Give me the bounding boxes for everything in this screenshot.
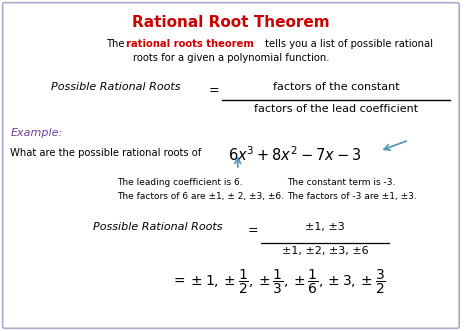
Text: factors of the constant: factors of the constant xyxy=(273,82,399,92)
Text: $= \pm1, \pm\dfrac{1}{2}, \pm\dfrac{1}{3}, \pm\dfrac{1}{6}, \pm3, \pm\dfrac{3}{2: $= \pm1, \pm\dfrac{1}{2}, \pm\dfrac{1}{3… xyxy=(171,267,386,296)
Text: rational roots theorem: rational roots theorem xyxy=(126,38,254,49)
Text: ±1, ±3: ±1, ±3 xyxy=(305,222,345,232)
Text: The factors of -3 are ±1, ±3.: The factors of -3 are ±1, ±3. xyxy=(287,192,417,201)
Text: What are the possible rational roots of: What are the possible rational roots of xyxy=(10,148,205,158)
Text: Possible Rational Roots: Possible Rational Roots xyxy=(51,82,181,92)
Text: =: = xyxy=(209,84,219,97)
Text: The constant term is -3.: The constant term is -3. xyxy=(287,178,396,187)
Text: =: = xyxy=(247,224,258,237)
Text: $6x^3+8x^2-7x-3$: $6x^3+8x^2-7x-3$ xyxy=(228,145,361,164)
Text: ±1, ±2, ±3, ±6: ±1, ±2, ±3, ±6 xyxy=(282,246,368,256)
Text: The factors of 6 are ±1, ± 2, ±3, ±6.: The factors of 6 are ±1, ± 2, ±3, ±6. xyxy=(117,192,284,201)
Text: roots for a given a polynomial function.: roots for a given a polynomial function. xyxy=(133,54,329,64)
Text: Example:: Example: xyxy=(10,128,63,138)
Text: The leading coefficient is 6.: The leading coefficient is 6. xyxy=(117,178,243,187)
Text: tells you a list of possible rational: tells you a list of possible rational xyxy=(262,38,433,49)
Text: Possible Rational Roots: Possible Rational Roots xyxy=(93,222,222,232)
Text: Rational Root Theorem: Rational Root Theorem xyxy=(132,15,330,30)
FancyBboxPatch shape xyxy=(3,3,459,328)
Text: The: The xyxy=(106,38,127,49)
Text: factors of the lead coefficient: factors of the lead coefficient xyxy=(254,104,418,114)
